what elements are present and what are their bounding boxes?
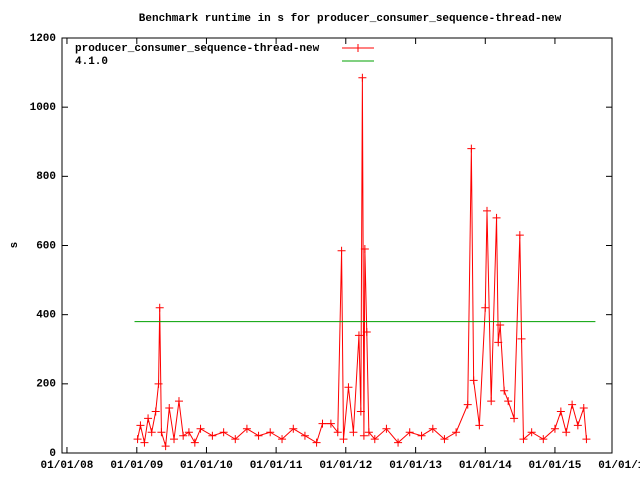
data-point (510, 414, 519, 423)
data-point (154, 379, 163, 388)
data-point (354, 331, 363, 340)
data-point (492, 213, 501, 222)
data-point (359, 431, 368, 440)
data-point (452, 428, 461, 437)
data-point (405, 428, 414, 437)
y-tick-label: 400 (36, 310, 56, 322)
data-point (475, 421, 484, 430)
data-point (300, 431, 309, 440)
data-point (136, 421, 145, 430)
data-point (417, 431, 426, 440)
data-point (428, 424, 437, 433)
x-tick-label: 01/01/16 (598, 460, 640, 472)
data-point (333, 428, 342, 437)
data-point (339, 435, 348, 444)
x-tick-label: 01/01/08 (41, 460, 94, 472)
x-tick-label: 01/01/13 (389, 460, 442, 472)
data-point (579, 404, 588, 413)
data-point (144, 414, 153, 423)
data-point (179, 431, 188, 440)
data-point (318, 419, 327, 428)
x-tick-label: 01/01/12 (319, 460, 372, 472)
data-point (254, 431, 263, 440)
data-point (467, 144, 476, 153)
data-point (349, 428, 358, 437)
data-point (174, 397, 183, 406)
data-point (556, 407, 565, 416)
data-point (344, 383, 353, 392)
chart-title: Benchmark runtime in s for producer_cons… (139, 13, 562, 25)
data-point (151, 407, 160, 416)
x-tick-label: 01/01/10 (180, 460, 233, 472)
y-tick-label: 1200 (30, 33, 56, 45)
data-point (382, 424, 391, 433)
y-tick-label: 600 (36, 240, 56, 252)
data-point (266, 428, 275, 437)
series-line (137, 77, 587, 447)
data-point (242, 424, 251, 433)
data-point (155, 303, 164, 312)
data-point (519, 435, 528, 444)
data-point (133, 435, 142, 444)
data-point (184, 428, 193, 437)
data-point (364, 428, 373, 437)
data-point (469, 376, 478, 385)
data-point (527, 428, 536, 437)
data-point (289, 424, 298, 433)
data-point (550, 424, 559, 433)
data-point (165, 404, 174, 413)
data-point (582, 435, 591, 444)
legend-label: 4.1.0 (75, 56, 108, 68)
data-point (440, 435, 449, 444)
data-point (394, 438, 403, 447)
data-point (356, 407, 365, 416)
data-point (170, 435, 179, 444)
data-point (483, 206, 491, 215)
y-tick-label: 0 (49, 448, 56, 460)
y-tick-label: 800 (36, 171, 56, 183)
data-point (463, 400, 472, 409)
y-tick-label: 200 (36, 379, 56, 391)
data-point (208, 431, 217, 440)
legend-swatch (354, 44, 362, 52)
x-tick-label: 01/01/09 (110, 460, 163, 472)
data-point (494, 338, 503, 347)
data-point (312, 438, 321, 447)
plot-frame (61, 37, 613, 454)
data-point (504, 397, 513, 406)
x-tick-label: 01/01/15 (529, 460, 582, 472)
data-point (370, 435, 379, 444)
data-point (362, 327, 371, 336)
data-point (326, 419, 335, 428)
data-point (140, 438, 149, 447)
data-point (539, 435, 548, 444)
data-point (337, 246, 346, 255)
data-point (157, 428, 166, 437)
data-point (573, 421, 582, 430)
y-axis-label: s (9, 242, 21, 249)
data-point (196, 424, 205, 433)
data-point (517, 334, 526, 343)
data-point (231, 435, 240, 444)
data-point (496, 321, 505, 330)
data-point (147, 428, 156, 437)
data-point (161, 442, 170, 451)
legend-label: producer_consumer_sequence-thread-new (75, 43, 320, 55)
data-point (481, 303, 490, 312)
data-point (487, 397, 496, 406)
data-point (500, 386, 509, 395)
data-point (278, 435, 287, 444)
data-point (190, 438, 199, 447)
data-point (358, 73, 367, 82)
data-point (515, 231, 524, 240)
data-point (562, 428, 571, 437)
x-tick-label: 01/01/11 (250, 460, 303, 472)
data-point (219, 428, 228, 437)
data-point (568, 400, 577, 409)
y-tick-label: 1000 (30, 102, 56, 114)
x-tick-label: 01/01/14 (459, 460, 512, 472)
data-point (360, 244, 369, 253)
